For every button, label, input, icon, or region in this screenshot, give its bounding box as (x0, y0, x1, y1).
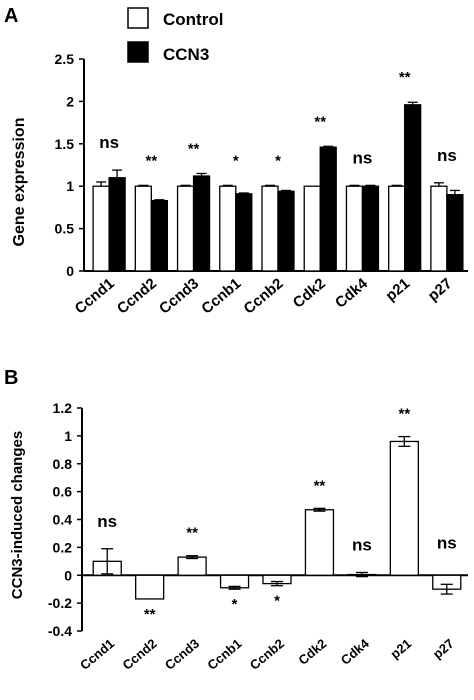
y-tick-label: 0.5 (55, 221, 75, 237)
panel-a-bars (92, 101, 464, 272)
category-label: Ccnb1 (198, 275, 244, 317)
significance-label: ** (188, 140, 200, 157)
significance-label: ns (99, 133, 119, 152)
category-label: p27 (430, 636, 457, 662)
y-tick-label: 0.4 (53, 512, 73, 528)
category-label: Cdk2 (290, 275, 329, 312)
bar-ccn3 (446, 194, 464, 272)
bar-control (134, 185, 152, 272)
significance-label: ** (398, 406, 410, 423)
category-label: Cdk2 (295, 636, 329, 668)
significance-label: * (275, 152, 281, 169)
significance-label: * (232, 596, 238, 613)
significance-label: ** (314, 113, 326, 130)
y-tick-label: -0.4 (48, 623, 72, 639)
y-tick-label: 0 (66, 263, 74, 279)
category-label: Ccnb2 (241, 275, 287, 317)
legend-label-control: Control (163, 10, 223, 29)
category-label: p21 (387, 636, 414, 662)
panel-b-ylabel: CCN3-induced changes (9, 431, 26, 599)
category-label: Cdk4 (332, 275, 372, 312)
significance-label: ** (186, 525, 198, 542)
category-label: Ccnd2 (120, 636, 160, 673)
panel-b-bars (92, 435, 462, 600)
bar-change (389, 440, 419, 576)
panel-b-label: B (4, 367, 18, 389)
legend-swatch-control (127, 7, 149, 29)
y-tick-label: 1 (66, 178, 74, 194)
category-label: Ccnd3 (156, 275, 202, 317)
y-tick-label: 1 (64, 428, 72, 444)
panel-a-ylabel: Gene expression (11, 118, 28, 247)
significance-label: ns (97, 512, 117, 531)
panel-b: B CCN3-induced changes -0.4 -0.2 0 0.2 0.4 0.… (4, 367, 468, 673)
category-label: Ccnb1 (204, 636, 244, 673)
bar-ccn3 (277, 190, 295, 272)
category-label: Cdk4 (338, 635, 373, 667)
bar-control (303, 185, 321, 272)
significance-label: * (274, 593, 280, 610)
bar-control (176, 185, 195, 272)
bar-ccn3 (150, 199, 168, 272)
legend: Control CCN3 (127, 7, 223, 64)
bar-control (430, 185, 448, 272)
bar-control (345, 185, 364, 272)
category-label: p21 (383, 275, 414, 305)
bar-ccn3 (361, 185, 380, 272)
y-tick-label: 0.2 (53, 539, 73, 555)
y-tick-label: 0.8 (53, 456, 73, 472)
panel-a-label: A (4, 5, 18, 27)
significance-label: ns (437, 533, 457, 552)
legend-label-ccn3: CCN3 (163, 45, 209, 64)
bar-ccn3 (235, 193, 253, 272)
significance-label: ** (145, 152, 157, 169)
significance-label: ** (144, 606, 156, 623)
bar-ccn3 (108, 177, 126, 272)
y-tick-label: 0 (64, 567, 72, 583)
category-label: Ccnb2 (247, 636, 287, 673)
y-tick-label: 1.5 (55, 136, 75, 152)
bar-ccn3 (404, 104, 422, 272)
y-tick-label: 0.6 (53, 484, 73, 500)
significance-label: ns (353, 148, 373, 167)
significance-label: * (233, 152, 239, 169)
bar-control (219, 185, 237, 272)
category-label: Ccnd1 (77, 636, 117, 673)
y-tick-label: -0.2 (48, 595, 72, 611)
panel-a: A Gene expression Control CCN3 0 0.5 1 1.5 2… (4, 5, 468, 318)
bar-ccn3 (319, 146, 337, 272)
legend-swatch-ccn3 (127, 41, 149, 63)
y-tick-label: 2 (66, 93, 74, 109)
bar-control (261, 185, 279, 272)
y-tick-label: 2.5 (55, 51, 75, 67)
category-label: p27 (425, 275, 456, 305)
bar-change (304, 509, 335, 576)
bar-control (92, 185, 110, 272)
significance-label: ns (352, 535, 372, 554)
significance-label: ** (314, 477, 326, 494)
bar-change (177, 556, 207, 576)
bar-ccn3 (192, 175, 211, 272)
y-tick-label: 1.2 (53, 400, 73, 416)
category-label: Ccnd3 (162, 636, 202, 673)
category-label: Ccnd2 (114, 275, 160, 317)
category-label: Ccnd1 (72, 275, 118, 317)
significance-label: ** (399, 69, 411, 86)
bar-change (135, 574, 165, 600)
significance-label: ns (437, 146, 457, 165)
bar-control (388, 185, 406, 272)
